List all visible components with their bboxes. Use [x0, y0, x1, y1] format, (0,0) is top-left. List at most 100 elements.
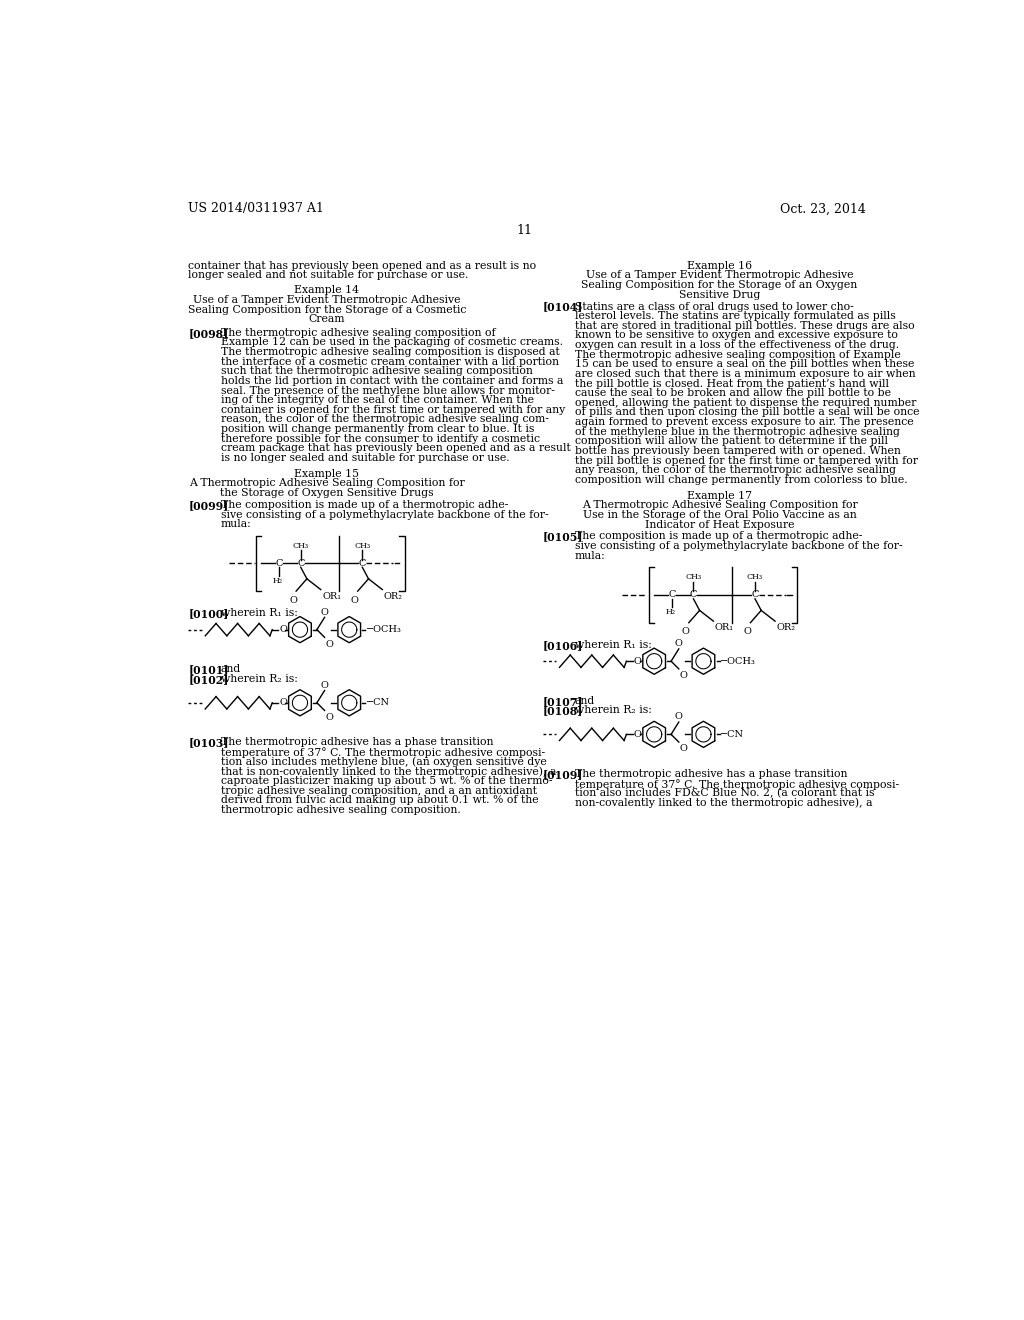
Text: mula:: mula: [574, 550, 605, 561]
Text: O: O [350, 595, 358, 605]
Text: O: O [321, 681, 329, 689]
Text: cause the seal to be broken and allow the pill bottle to be: cause the seal to be broken and allow th… [574, 388, 891, 399]
Text: again formed to prevent excess exposure to air. The presence: again formed to prevent excess exposure … [574, 417, 913, 428]
Text: therefore possible for the consumer to identify a cosmetic: therefore possible for the consumer to i… [220, 434, 540, 444]
Text: Statins are a class of oral drugs used to lower cho-: Statins are a class of oral drugs used t… [574, 302, 854, 312]
Text: OR₂: OR₂ [776, 623, 796, 632]
Text: non-covalently linked to the thermotropic adhesive), a: non-covalently linked to the thermotropi… [574, 797, 872, 808]
Text: Sealing Composition for the Storage of an Oxygen: Sealing Composition for the Storage of a… [582, 280, 858, 290]
Text: temperature of 37° C. The thermotropic adhesive composi-: temperature of 37° C. The thermotropic a… [574, 779, 899, 789]
Text: [0102]: [0102] [188, 675, 228, 685]
Text: −OCH₃: −OCH₃ [720, 657, 757, 665]
Text: the Storage of Oxygen Sensitive Drugs: the Storage of Oxygen Sensitive Drugs [220, 488, 434, 498]
Text: of pills and then upon closing the pill bottle a seal will be once: of pills and then upon closing the pill … [574, 408, 920, 417]
Text: CH₃: CH₃ [293, 541, 309, 549]
Text: [0107]: [0107] [543, 696, 583, 708]
Text: ing of the integrity of the seal of the container. When the: ing of the integrity of the seal of the … [220, 395, 534, 405]
Text: that is non-covalently linked to the thermotropic adhesive), a: that is non-covalently linked to the the… [220, 767, 556, 777]
Text: The thermotropic adhesive has a phase transition: The thermotropic adhesive has a phase tr… [574, 770, 847, 779]
Text: The thermotropic adhesive sealing composition of Example: The thermotropic adhesive sealing compos… [574, 350, 900, 360]
Text: [0106]: [0106] [543, 640, 583, 651]
Text: 11: 11 [517, 224, 532, 236]
Text: holds the lid portion in contact with the container and forms a: holds the lid portion in contact with th… [220, 376, 563, 385]
Text: O: O [675, 713, 683, 721]
Text: C: C [752, 590, 759, 599]
Text: −CN: −CN [720, 730, 744, 739]
Text: O: O [634, 730, 641, 739]
Text: A Thermotropic Adhesive Sealing Composition for: A Thermotropic Adhesive Sealing Composit… [189, 478, 465, 488]
Text: CH₃: CH₃ [685, 573, 701, 581]
Text: tropic adhesive sealing composition, and a an antioxidant: tropic adhesive sealing composition, and… [220, 785, 537, 796]
Text: oxygen can result in a loss of the effectiveness of the drug.: oxygen can result in a loss of the effec… [574, 341, 899, 350]
Text: C: C [297, 558, 304, 568]
Text: [0098]: [0098] [188, 327, 228, 339]
Text: is no longer sealed and suitable for purchase or use.: is no longer sealed and suitable for pur… [220, 453, 509, 463]
Text: Example 12 can be used in the packaging of cosmetic creams.: Example 12 can be used in the packaging … [220, 338, 562, 347]
Text: such that the thermotropic adhesive sealing composition: such that the thermotropic adhesive seal… [220, 367, 532, 376]
Text: O: O [326, 713, 333, 722]
Text: Sealing Composition for the Storage of a Cosmetic: Sealing Composition for the Storage of a… [187, 305, 466, 314]
Text: Example 14: Example 14 [295, 285, 359, 296]
Text: lesterol levels. The statins are typically formulated as pills: lesterol levels. The statins are typical… [574, 312, 896, 321]
Text: US 2014/0311937 A1: US 2014/0311937 A1 [188, 202, 325, 215]
Text: Example 16: Example 16 [687, 261, 753, 271]
Text: [0103]: [0103] [188, 738, 228, 748]
Text: any reason, the color of the thermotropic adhesive sealing: any reason, the color of the thermotropi… [574, 465, 896, 475]
Text: Use in the Storage of the Oral Polio Vaccine as an: Use in the Storage of the Oral Polio Vac… [583, 510, 856, 520]
Text: wherein R₁ is:: wherein R₁ is: [220, 609, 298, 618]
Text: and: and [574, 696, 595, 706]
Text: O: O [682, 627, 690, 636]
Text: seal. The presence of the methylene blue allows for monitor-: seal. The presence of the methylene blue… [220, 385, 555, 396]
Text: CH₃: CH₃ [746, 573, 763, 581]
Text: O: O [280, 626, 287, 634]
Text: OR₁: OR₁ [715, 623, 734, 632]
Text: composition will change permanently from colorless to blue.: composition will change permanently from… [574, 475, 907, 484]
Text: [0104]: [0104] [543, 302, 583, 313]
Text: O: O [289, 595, 297, 605]
Text: longer sealed and not suitable for purchase or use.: longer sealed and not suitable for purch… [188, 271, 469, 280]
Text: H₂: H₂ [272, 577, 283, 585]
Text: and: and [220, 664, 241, 675]
Text: O: O [634, 657, 641, 665]
Text: 15 can be used to ensure a seal on the pill bottles when these: 15 can be used to ensure a seal on the p… [574, 359, 914, 370]
Text: [0109]: [0109] [543, 770, 583, 780]
Text: container is opened for the first time or tampered with for any: container is opened for the first time o… [220, 405, 565, 414]
Text: mula:: mula: [220, 519, 252, 529]
Text: container that has previously been opened and as a result is no: container that has previously been opene… [188, 261, 537, 271]
Text: C: C [275, 558, 283, 568]
Text: Sensitive Drug: Sensitive Drug [679, 289, 760, 300]
Text: of the methylene blue in the thermotropic adhesive sealing: of the methylene blue in the thermotropi… [574, 426, 900, 437]
Text: C: C [669, 590, 676, 599]
Text: [0100]: [0100] [188, 609, 228, 619]
Text: −CN: −CN [367, 698, 390, 708]
Text: CH₃: CH₃ [354, 541, 371, 549]
Text: [0099]: [0099] [188, 500, 228, 511]
Text: are closed such that there is a minimum exposure to air when: are closed such that there is a minimum … [574, 370, 915, 379]
Text: O: O [321, 607, 329, 616]
Text: Example 15: Example 15 [295, 469, 359, 479]
Text: position will change permanently from clear to blue. It is: position will change permanently from cl… [220, 424, 535, 434]
Text: O: O [680, 671, 687, 680]
Text: The composition is made up of a thermotropic adhe-: The composition is made up of a thermotr… [220, 500, 508, 510]
Text: Use of a Tamper Evident Thermotropic Adhesive: Use of a Tamper Evident Thermotropic Adh… [586, 271, 853, 280]
Text: C: C [358, 558, 366, 568]
Text: Oct. 23, 2014: Oct. 23, 2014 [780, 202, 866, 215]
Text: The thermotropic adhesive sealing composition is disposed at: The thermotropic adhesive sealing compos… [220, 347, 559, 356]
Text: reason, the color of the thermotropic adhesive sealing com-: reason, the color of the thermotropic ad… [220, 414, 549, 425]
Text: [0101]: [0101] [188, 664, 228, 676]
Text: O: O [280, 698, 287, 708]
Text: The composition is made up of a thermotropic adhe-: The composition is made up of a thermotr… [574, 532, 862, 541]
Text: caproate plasticizer making up about 5 wt. % of the thermo-: caproate plasticizer making up about 5 w… [220, 776, 552, 785]
Text: the pill bottle is closed. Heat from the patient’s hand will: the pill bottle is closed. Heat from the… [574, 379, 889, 388]
Text: −OCH₃: −OCH₃ [367, 626, 402, 634]
Text: H₂: H₂ [666, 609, 676, 616]
Text: temperature of 37° C. The thermotropic adhesive composi-: temperature of 37° C. The thermotropic a… [220, 747, 545, 758]
Text: Use of a Tamper Evident Thermotropic Adhesive: Use of a Tamper Evident Thermotropic Adh… [194, 296, 461, 305]
Text: bottle has previously been tampered with or opened. When: bottle has previously been tampered with… [574, 446, 901, 455]
Text: thermotropic adhesive sealing composition.: thermotropic adhesive sealing compositio… [220, 805, 461, 814]
Text: [0105]: [0105] [543, 532, 583, 543]
Text: wherein R₂ is:: wherein R₂ is: [574, 705, 651, 715]
Text: composition will allow the patient to determine if the pill: composition will allow the patient to de… [574, 437, 888, 446]
Text: O: O [743, 627, 752, 636]
Text: Example 17: Example 17 [687, 491, 752, 500]
